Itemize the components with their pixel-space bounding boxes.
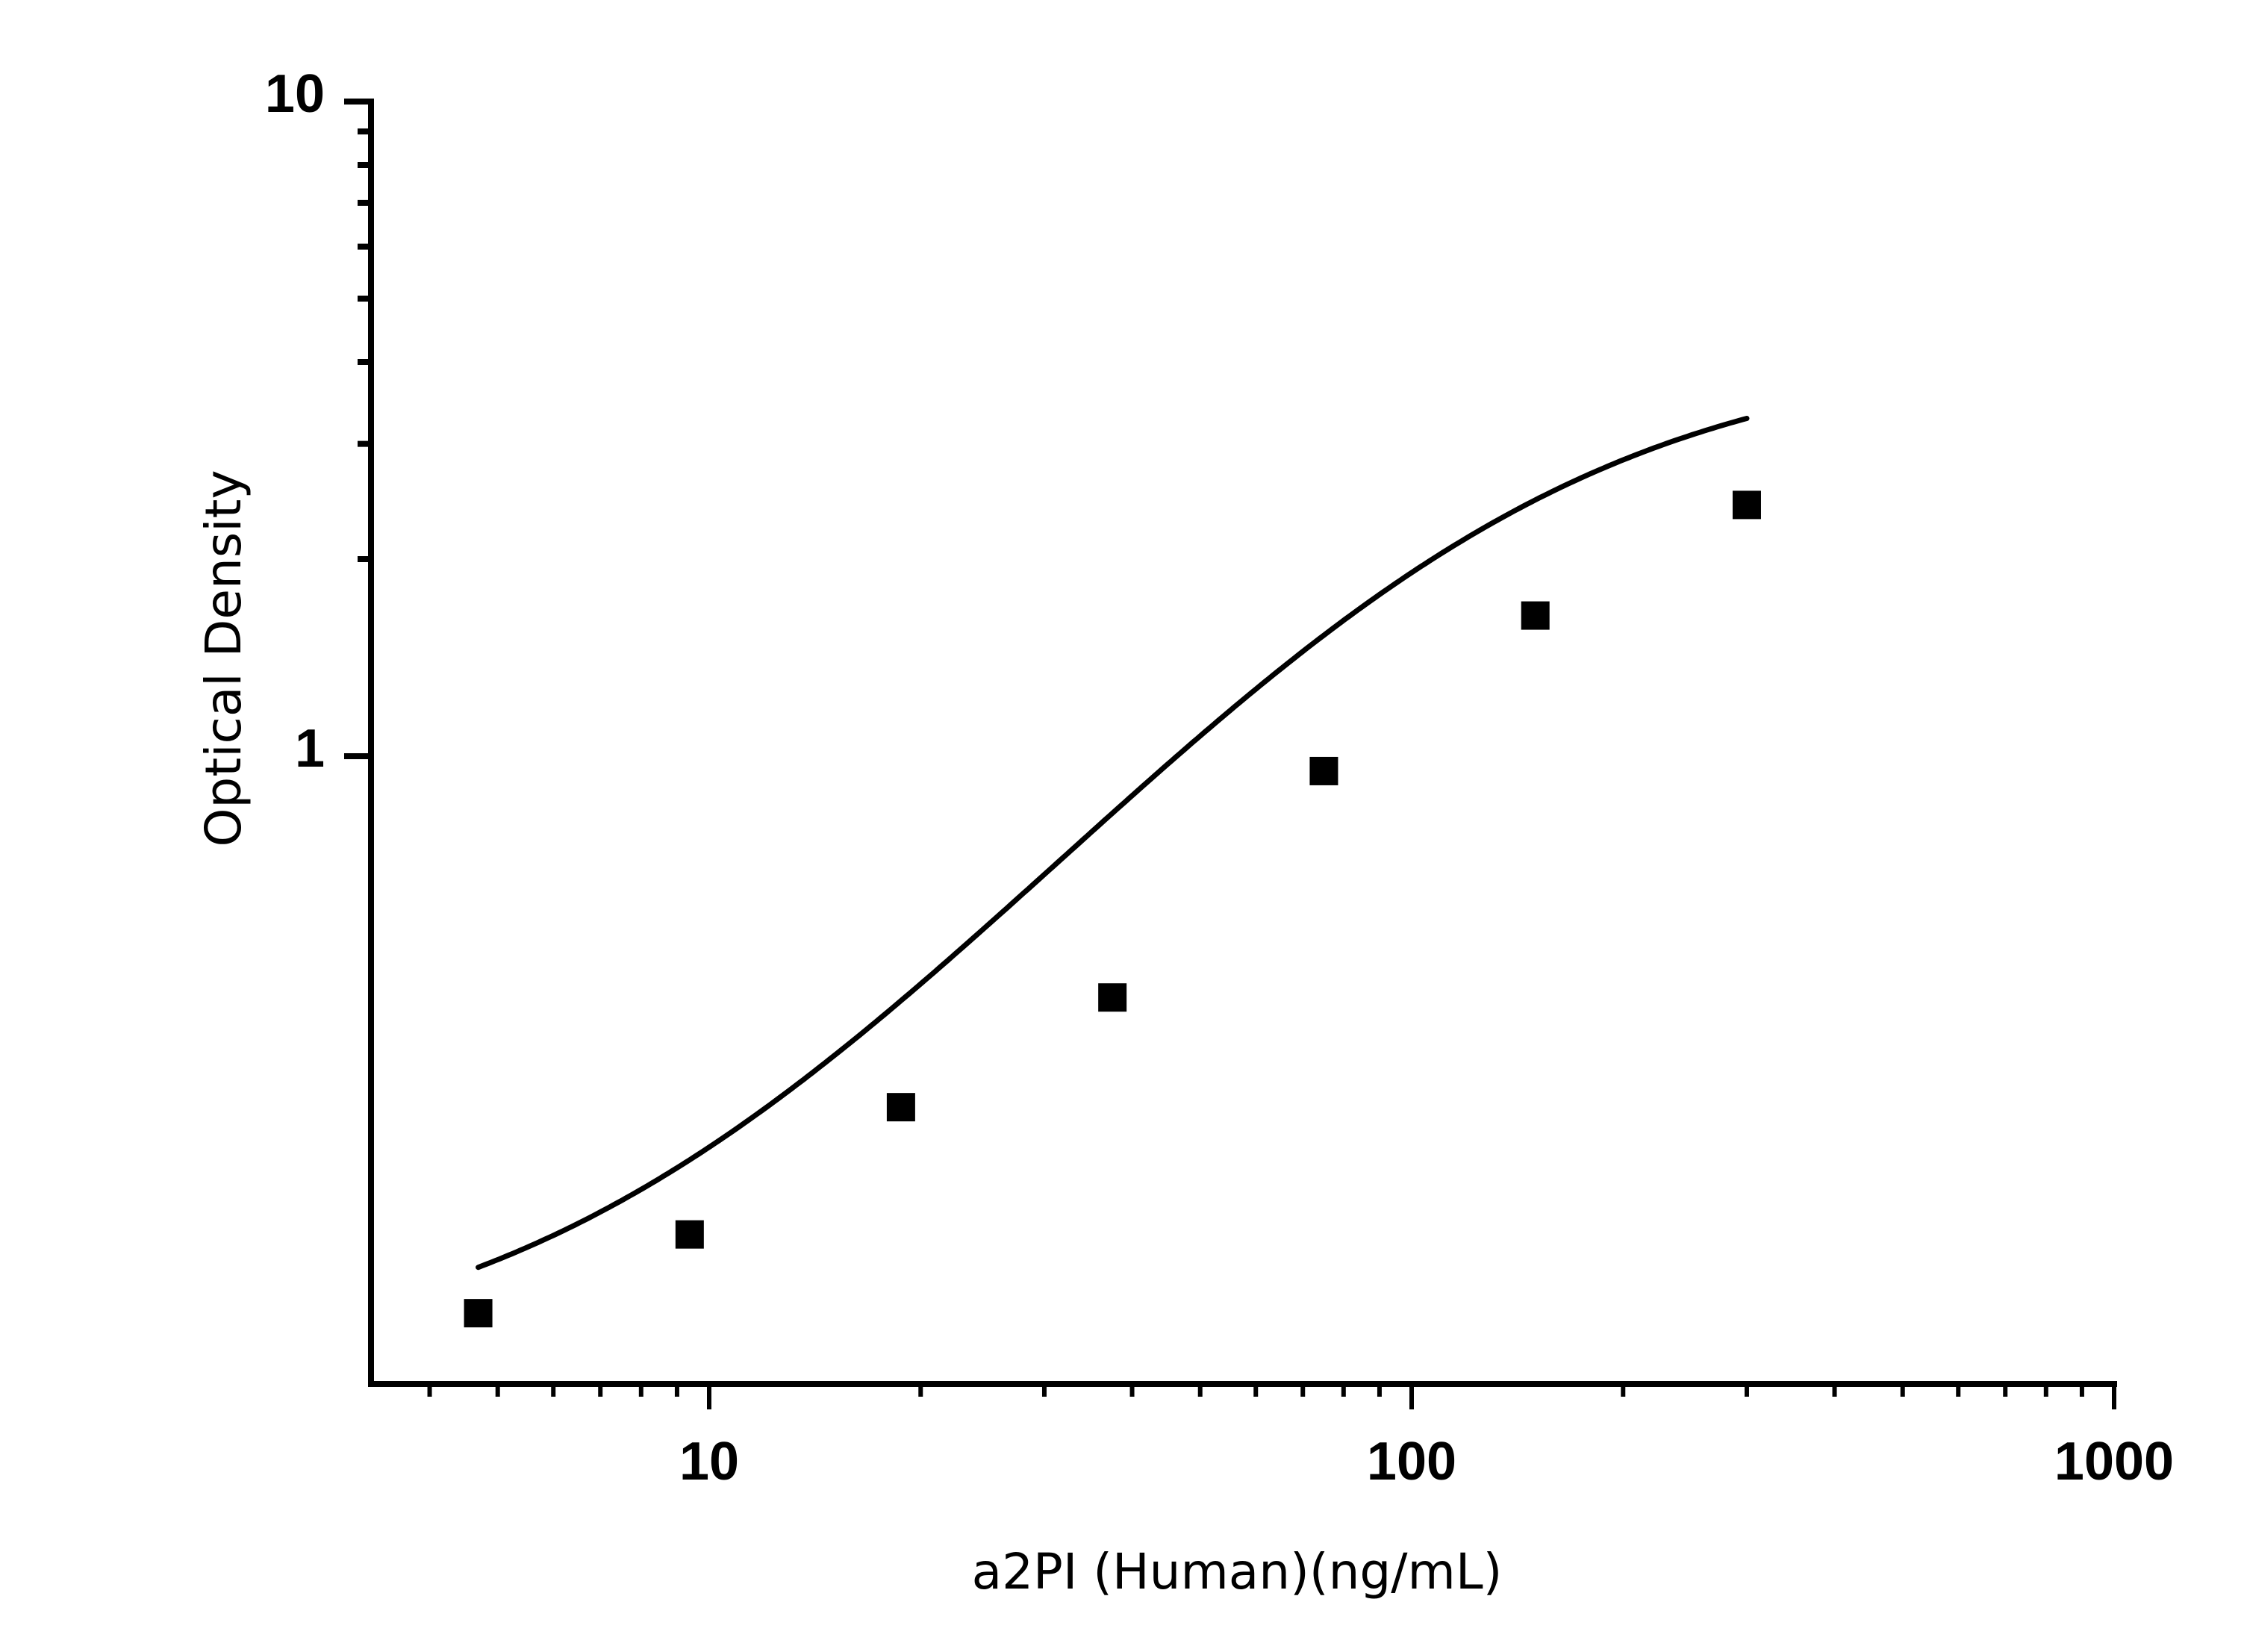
- fit-curve: [476, 416, 1750, 1271]
- data-point-marker: [675, 1220, 704, 1249]
- data-points: [464, 490, 1761, 1328]
- x-tick-label: 10: [679, 1432, 739, 1492]
- y-tick-label: 10: [265, 64, 325, 124]
- data-point-marker: [464, 1299, 493, 1328]
- data-point-marker: [1098, 983, 1127, 1012]
- fit-curve-path: [476, 416, 1750, 1271]
- y-tick-label: 1: [295, 719, 325, 779]
- x-tick-label: 1000: [2054, 1432, 2174, 1492]
- data-point-marker: [1309, 756, 1338, 785]
- y-axis-title: Optical Density: [195, 470, 252, 847]
- data-point-marker: [1521, 601, 1550, 630]
- data-point-marker: [1732, 490, 1761, 520]
- data-point-marker: [886, 1093, 915, 1122]
- x-axis-title: a2PI (Human)(ng/mL): [972, 1543, 1503, 1600]
- x-tick-label: 100: [1367, 1432, 1456, 1492]
- axes: 10 100 1000 1 10: [265, 64, 2174, 1492]
